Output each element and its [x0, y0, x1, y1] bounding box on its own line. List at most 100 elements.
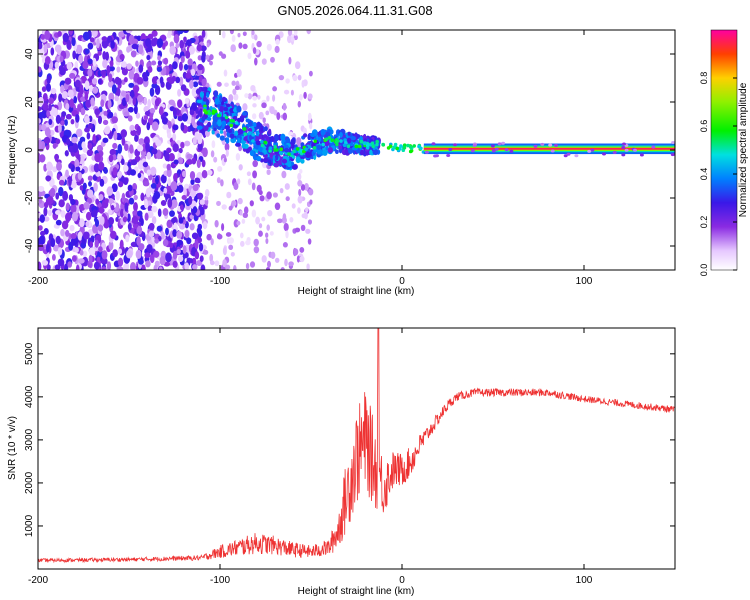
heatmap-cell	[176, 248, 181, 255]
heatmap-cell	[233, 265, 237, 270]
heatmap-cell	[98, 246, 103, 253]
y-tick-label: 40	[24, 48, 35, 60]
heatmap-cells	[38, 30, 675, 270]
heatmap-cell	[269, 136, 274, 142]
colorbar-gradient	[710, 29, 738, 271]
heatmap-cell	[50, 47, 55, 56]
heatmap-cell	[91, 77, 98, 85]
heatmap-cell	[185, 50, 191, 59]
heatmap-cell	[204, 195, 209, 201]
heatmap-cell	[108, 73, 113, 83]
heatmap-cell	[44, 30, 51, 41]
heatmap-cell	[293, 30, 298, 36]
heatmap-cell	[231, 34, 236, 43]
heatmap-cell	[172, 250, 178, 260]
heatmap-cell	[267, 209, 273, 217]
heatmap-cell	[91, 30, 98, 38]
heatmap-cell	[38, 66, 42, 73]
heatmap-cell	[200, 264, 206, 270]
heatmap-cell	[252, 160, 258, 168]
heatmap-cell	[260, 140, 264, 144]
heatmap-cell	[307, 219, 313, 225]
heatmap-cell	[287, 30, 293, 36]
heatmap-cell	[82, 61, 89, 70]
heatmap-cell	[540, 142, 545, 146]
heatmap-cell	[242, 103, 248, 111]
heatmap-cell	[43, 201, 49, 209]
heatmap-cell	[300, 158, 305, 164]
heatmap-cell	[178, 61, 183, 71]
heatmap-cell	[147, 66, 153, 73]
heatmap-cell	[221, 96, 227, 102]
heatmap-cell	[307, 238, 312, 245]
heatmap-cell	[274, 257, 280, 263]
heatmap-cell	[197, 223, 203, 231]
heatmap-cell	[197, 63, 204, 71]
heatmap-cell	[164, 151, 170, 162]
heatmap-cell	[270, 56, 275, 63]
heatmap-cell	[75, 114, 80, 123]
heatmap-cell	[96, 144, 104, 153]
heatmap-cell	[211, 140, 216, 149]
heatmap-cell	[228, 237, 234, 244]
heatmap-cell	[65, 212, 72, 222]
heatmap-cell	[173, 159, 179, 165]
heatmap-cell	[176, 230, 183, 239]
heatmap-cell	[66, 61, 73, 71]
heatmap-cell	[84, 127, 90, 133]
heatmap-cell	[59, 55, 64, 63]
heatmap-cell	[207, 121, 212, 128]
heatmap-cell	[87, 122, 93, 130]
heatmap-cell	[148, 230, 155, 238]
heatmap-cell	[612, 151, 617, 154]
heatmap-cell	[55, 192, 60, 200]
heatmap-cell	[123, 177, 129, 185]
heatmap-cell	[417, 144, 421, 149]
heatmap-cell	[249, 200, 254, 207]
heatmap-cell	[87, 68, 93, 77]
heatmap-cell	[88, 254, 93, 264]
heatmap-cell	[38, 106, 42, 112]
heatmap-cell	[145, 188, 151, 198]
heatmap-cell	[264, 126, 268, 132]
heatmap-cell	[494, 147, 499, 151]
heatmap-cell	[214, 90, 218, 98]
heatmap-cell	[268, 146, 273, 150]
colorbar-tick-label: 0.6	[699, 120, 709, 133]
heatmap-cell	[209, 253, 214, 263]
heatmap-cell	[187, 64, 193, 70]
heatmap-cell	[266, 224, 270, 231]
heatmap-cell	[55, 138, 61, 145]
heatmap-cell	[57, 30, 62, 37]
heatmap-cell	[228, 128, 233, 134]
heatmap-cell	[258, 145, 263, 153]
heatmap-cell	[87, 42, 94, 50]
heatmap-cell	[293, 34, 298, 41]
x-tick-label: -100	[210, 575, 230, 586]
heatmap-cell	[305, 207, 309, 213]
heatmap-cell	[162, 208, 169, 216]
heatmap-cell	[136, 125, 141, 136]
heatmap-cell	[146, 169, 151, 176]
heatmap-cell	[122, 216, 128, 223]
heatmap-cell	[115, 190, 121, 201]
heatmap-cell	[162, 124, 169, 130]
heatmap-cell	[160, 174, 167, 184]
heatmap-cell	[219, 105, 224, 113]
heatmap-cell	[412, 144, 417, 148]
heatmap-cell	[574, 154, 579, 158]
heatmap-cell	[354, 144, 359, 149]
heatmap-cell	[191, 257, 197, 265]
heatmap-cell	[189, 170, 196, 180]
heatmap-cell	[108, 240, 114, 251]
heatmap-cell	[52, 142, 57, 149]
heatmap-cell	[38, 118, 42, 124]
heatmap-cell	[295, 147, 300, 151]
heatmap-cell	[624, 148, 629, 152]
heatmap-cell	[179, 204, 184, 211]
heatmap-cell	[395, 146, 400, 151]
heatmap-cell	[172, 61, 178, 70]
heatmap-cell	[165, 185, 173, 195]
heatmap-cell	[177, 184, 184, 193]
